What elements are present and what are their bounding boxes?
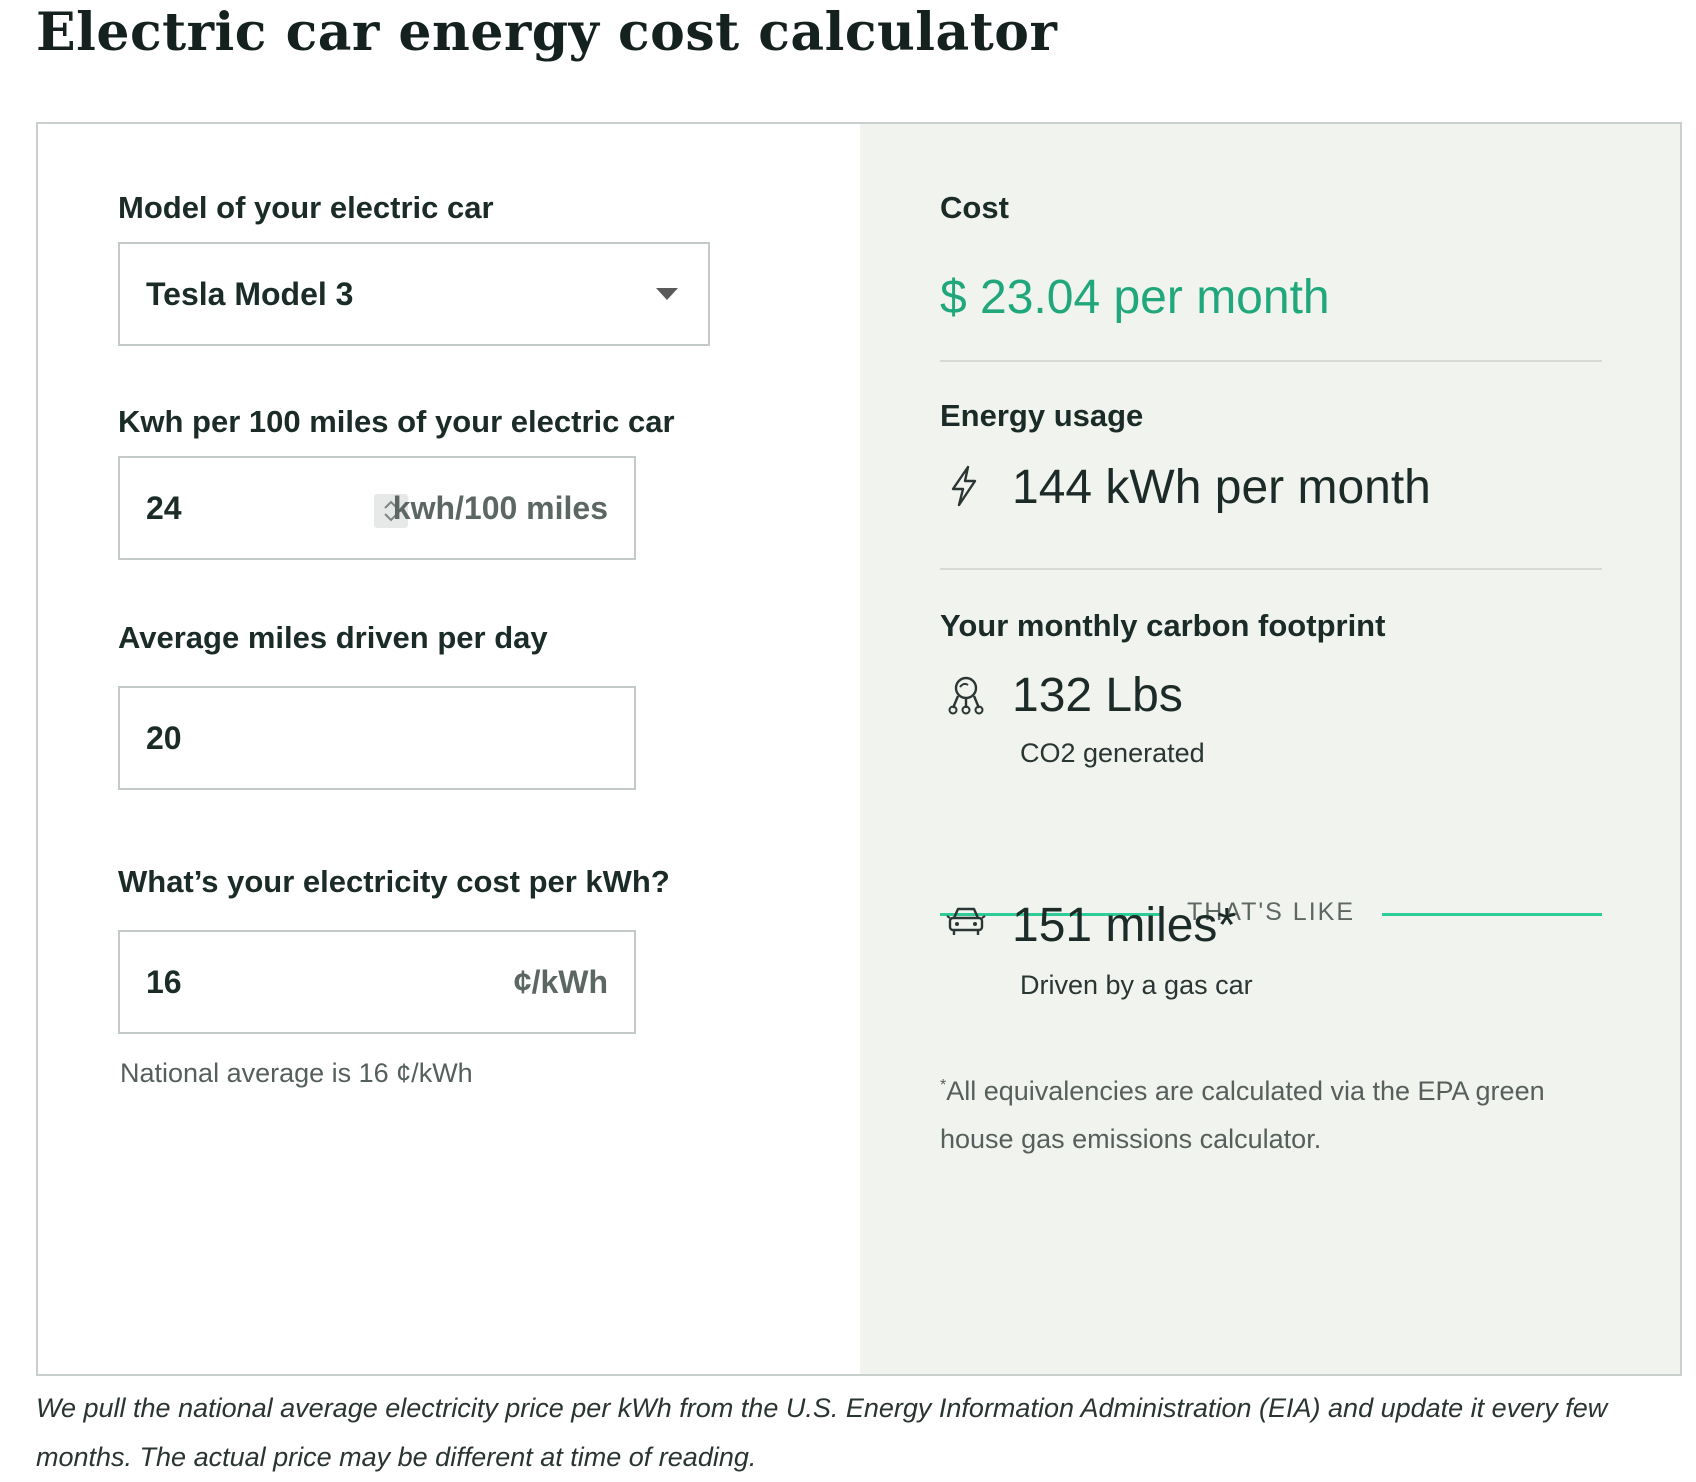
accent-line bbox=[940, 913, 1160, 916]
number-stepper-icon[interactable] bbox=[374, 494, 408, 528]
accent-line bbox=[1382, 913, 1602, 916]
efficiency-label: Kwh per 100 miles of your electric car bbox=[118, 404, 675, 439]
efficiency-input[interactable]: 24 kwh/100 miles bbox=[118, 456, 636, 560]
price-value[interactable]: 16 bbox=[146, 963, 182, 1000]
equivalent-value: 151 miles* bbox=[1012, 899, 1237, 952]
cost-label: Cost bbox=[940, 190, 1009, 225]
thats-like-label: THAT'S LIKE bbox=[1186, 898, 1355, 926]
page-title: Electric car energy cost calculator bbox=[36, 2, 1058, 63]
miles-input[interactable]: 20 bbox=[118, 686, 636, 790]
model-select[interactable]: Tesla Model 3 bbox=[118, 242, 710, 346]
footer-note: We pull the national average electricity… bbox=[36, 1393, 1608, 1472]
carbon-sub: CO2 generated bbox=[1020, 738, 1205, 768]
chevron-down-icon[interactable] bbox=[656, 288, 678, 300]
carbon-value: 132 Lbs bbox=[1012, 669, 1183, 722]
equivalent-sub: Driven by a gas car bbox=[1020, 970, 1253, 1000]
calculator: Model of your electric car Tesla Model 3… bbox=[36, 122, 1682, 1376]
model-select-value: Tesla Model 3 bbox=[146, 275, 354, 312]
carbon-footprint-icon bbox=[946, 672, 986, 721]
results-panel: Cost $ 23.04 per month Energy usage 144 … bbox=[860, 124, 1680, 1374]
lightning-icon bbox=[946, 464, 982, 513]
input-panel: Model of your electric car Tesla Model 3… bbox=[38, 124, 860, 1374]
cost-value: $ 23.04 per month bbox=[940, 271, 1330, 324]
thats-like-divider: THAT'S LIKE bbox=[940, 894, 1602, 934]
price-input[interactable]: 16 ¢/kWh bbox=[118, 930, 636, 1034]
divider bbox=[940, 360, 1602, 362]
miles-value[interactable]: 20 bbox=[146, 719, 182, 756]
efficiency-value[interactable]: 24 bbox=[146, 489, 182, 526]
price-hint: National average is 16 ¢/kWh bbox=[120, 1058, 473, 1088]
carbon-label: Your monthly carbon footprint bbox=[940, 608, 1386, 643]
price-label: What’s your electricity cost per kWh? bbox=[118, 864, 670, 899]
note-text: All equivalencies are calculated via the… bbox=[940, 1076, 1545, 1154]
divider bbox=[940, 568, 1602, 570]
epa-note: *All equivalencies are calculated via th… bbox=[940, 1062, 1580, 1163]
energy-value: 144 kWh per month bbox=[1012, 461, 1431, 514]
price-unit: ¢/kWh bbox=[513, 963, 608, 1000]
model-label: Model of your electric car bbox=[118, 190, 494, 225]
note-marker: * bbox=[940, 1077, 947, 1094]
car-icon bbox=[946, 904, 986, 945]
miles-label: Average miles driven per day bbox=[118, 620, 548, 655]
efficiency-unit: kwh/100 miles bbox=[392, 489, 608, 526]
energy-label: Energy usage bbox=[940, 398, 1144, 433]
